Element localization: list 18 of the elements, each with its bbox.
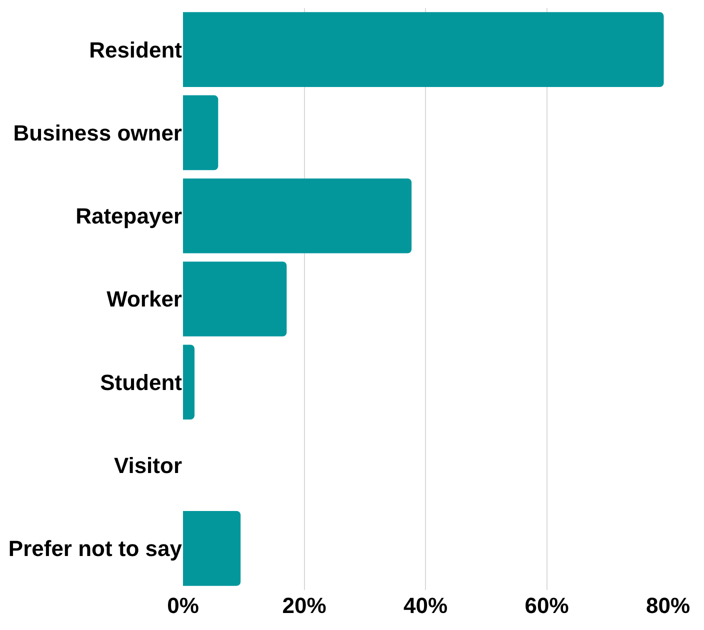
bar bbox=[183, 95, 218, 170]
x-tick-label: 80% bbox=[646, 593, 690, 618]
bar bbox=[183, 262, 287, 336]
y-tick-label: Student bbox=[100, 370, 183, 395]
y-tick-label: Prefer not to say bbox=[8, 536, 183, 562]
y-tick-label: Worker bbox=[106, 286, 182, 312]
x-tick-label: 0% bbox=[167, 593, 199, 618]
y-tick-label: Resident bbox=[89, 37, 183, 62]
bar bbox=[183, 12, 664, 87]
bar bbox=[183, 511, 241, 586]
x-tick-label: 40% bbox=[403, 593, 448, 618]
y-tick-label: Business owner bbox=[13, 120, 182, 146]
y-tick-label: Ratepayer bbox=[76, 204, 182, 229]
y-tick-label: Visitor bbox=[114, 452, 182, 478]
bar bbox=[183, 178, 412, 254]
x-tick-label: 60% bbox=[524, 593, 569, 618]
bar bbox=[183, 344, 195, 420]
x-tick-label: 20% bbox=[282, 593, 326, 618]
